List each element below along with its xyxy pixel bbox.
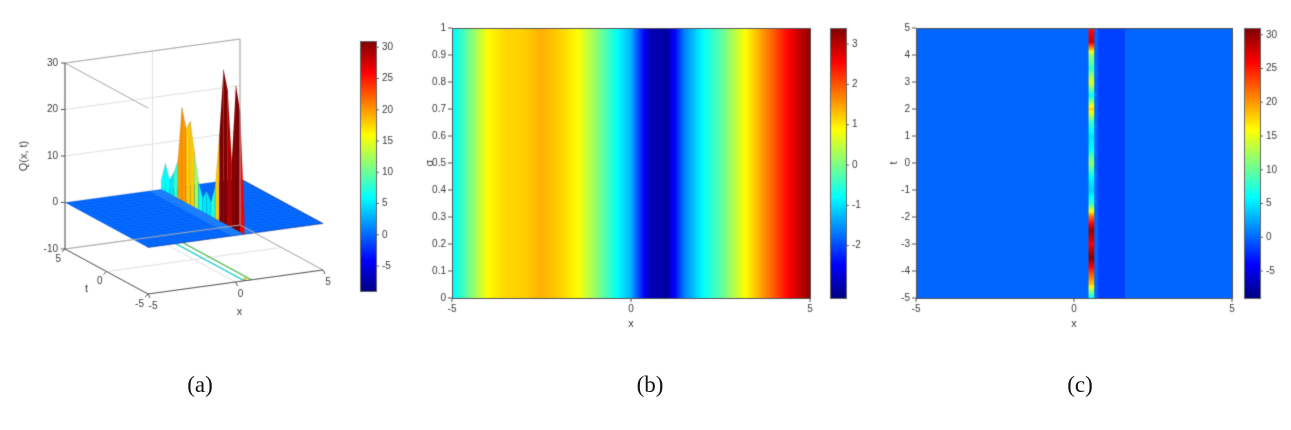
panel-b-caption: (b) <box>636 372 664 397</box>
panel-b-canvas <box>420 6 880 341</box>
panel-a-3d-surface <box>8 6 408 341</box>
panel-a-caption: (a) <box>187 372 213 397</box>
panel-a-canvas <box>8 6 408 341</box>
panel-c-canvas <box>882 6 1282 341</box>
panel-b-heatmap <box>420 6 880 341</box>
panel-c-heatmap <box>882 6 1282 341</box>
panel-c-caption: (c) <box>1067 372 1093 397</box>
